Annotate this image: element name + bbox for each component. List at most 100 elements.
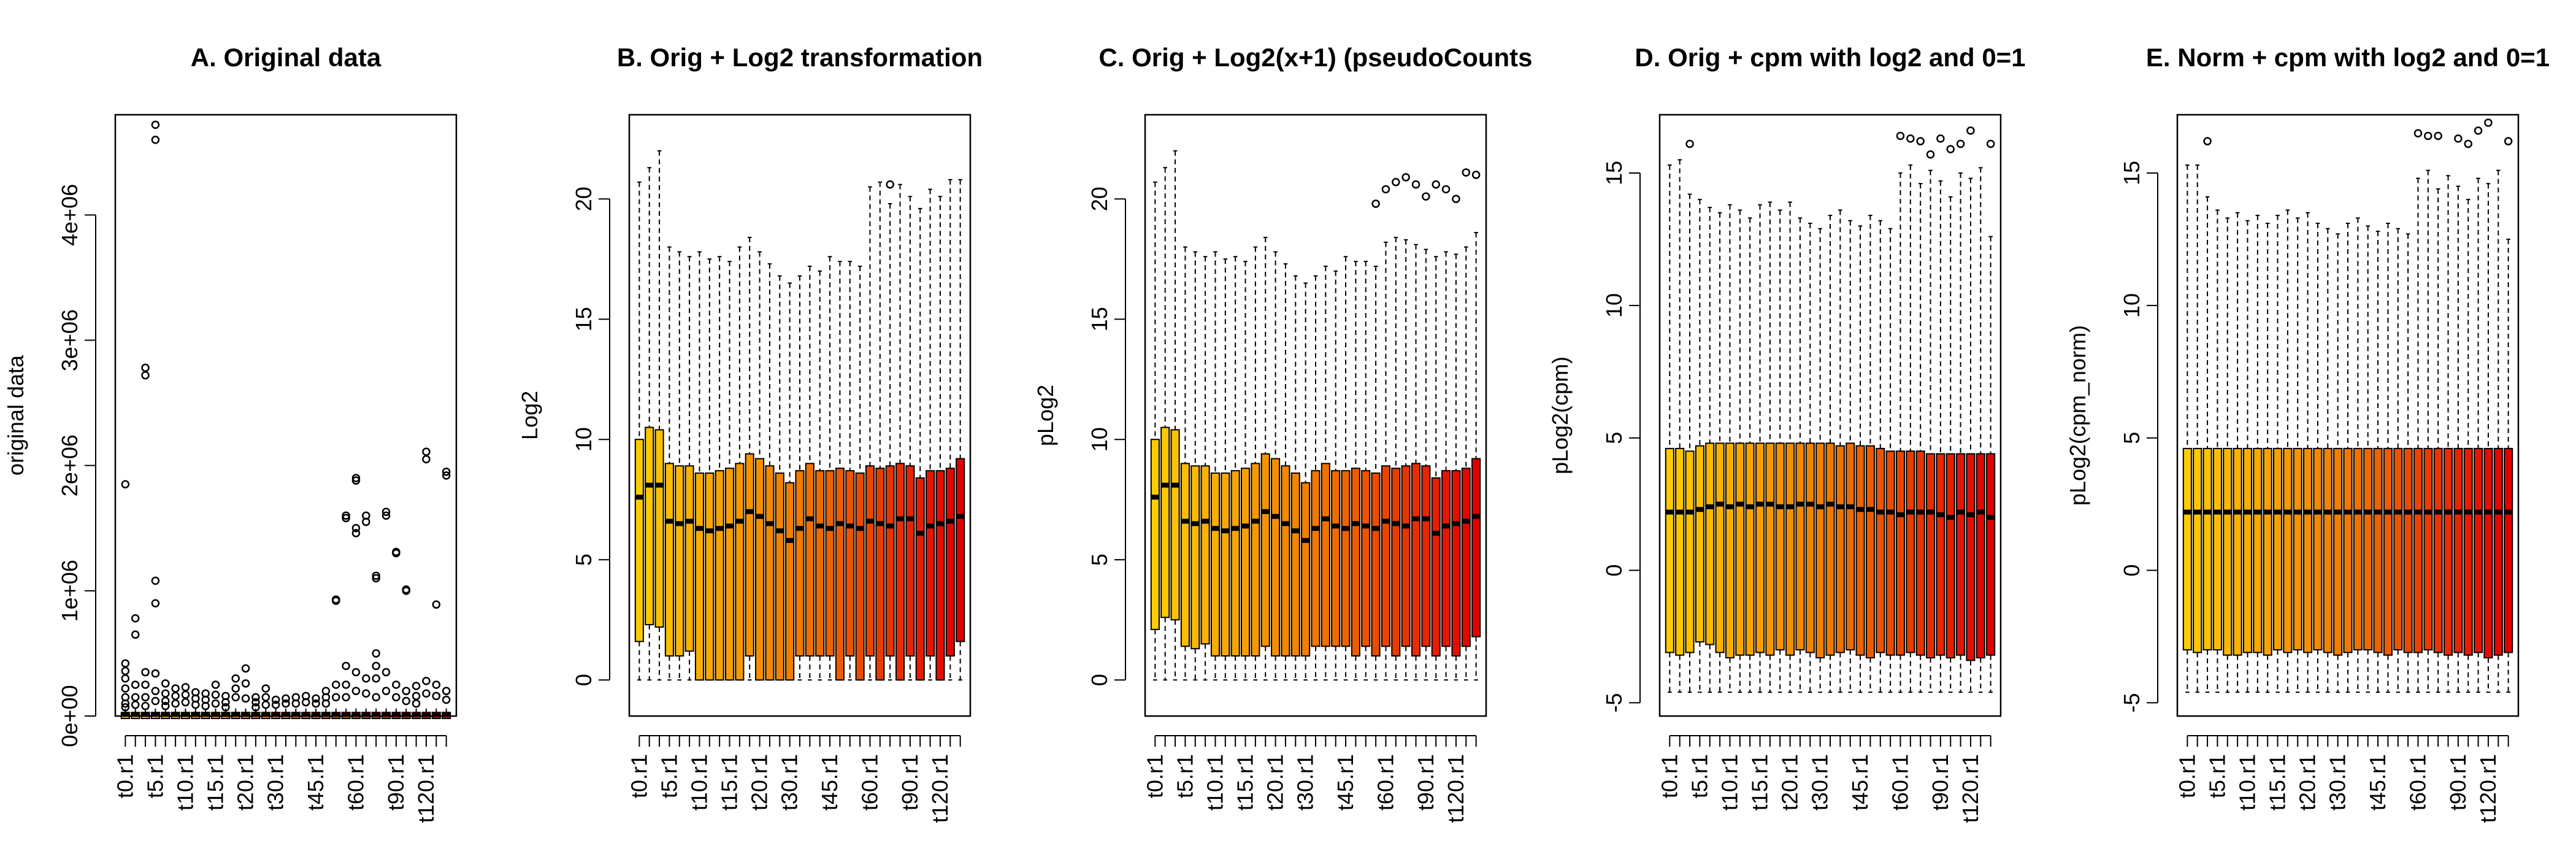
outlier-point [161, 689, 170, 698]
box-iqr [675, 465, 684, 657]
outlier-point [181, 698, 190, 707]
boxplot-box [1361, 261, 1371, 681]
boxplot-box [331, 708, 341, 719]
y-tick-label: 20 [571, 187, 596, 211]
boxplot-box [1695, 199, 1704, 693]
boxplot-box [915, 207, 925, 681]
outlier-point [211, 699, 220, 708]
outlier-point [351, 687, 361, 695]
plot-frame [114, 114, 458, 717]
box-iqr [2453, 447, 2463, 653]
outlier-point [342, 693, 350, 702]
outlier-point [332, 680, 340, 689]
box-iqr [2242, 447, 2253, 653]
box-iqr [1200, 465, 1210, 645]
y-tick-label: 4e+06 [57, 184, 82, 246]
y-tick-label: -5 [2119, 693, 2144, 712]
boxplot-box [1321, 265, 1330, 681]
box-iqr [2423, 447, 2433, 651]
boxplot-box [131, 708, 140, 719]
box-iqr [956, 458, 965, 642]
box-iqr [1956, 453, 1966, 656]
outlier-point [151, 687, 160, 695]
boxplot-box [1381, 241, 1391, 681]
outlier-point [2464, 139, 2472, 148]
boxplot-box [2423, 169, 2433, 693]
box-iqr [2272, 447, 2283, 651]
plot-frame [2176, 114, 2520, 717]
boxplot-box [735, 246, 745, 681]
boxplot-box [926, 188, 935, 681]
x-tick-label: t20.r1 [747, 754, 772, 811]
outlier-point [392, 693, 401, 702]
box-iqr [835, 468, 845, 681]
box-iqr [2283, 447, 2293, 653]
outlier-point [211, 690, 220, 699]
outlier-point [1381, 185, 1390, 194]
box-iqr [1461, 468, 1471, 647]
boxplot-box [654, 150, 664, 681]
x-tick-label: t30.r1 [2325, 754, 2350, 811]
x-tick-label: t120.r1 [1443, 754, 1468, 823]
outlier-point [241, 664, 250, 673]
box-iqr [845, 470, 855, 657]
box-iqr [2202, 447, 2212, 651]
outlier-point [1422, 192, 1430, 201]
outlier-point [1411, 180, 1420, 189]
outlier-point [131, 693, 140, 702]
outlier-point [442, 687, 451, 695]
boxplot-box [2493, 169, 2503, 693]
panel-title: A. Original data [191, 43, 381, 72]
boxplot-box [2212, 209, 2222, 693]
box-iqr [1260, 453, 1270, 647]
outlier-point [191, 700, 200, 709]
box-iqr [785, 482, 795, 681]
box-iqr [2193, 447, 2202, 653]
boxplot-box [875, 181, 885, 681]
boxplot-box [180, 708, 191, 719]
outlier-point [261, 700, 270, 709]
y-tick-label: 5 [1087, 553, 1112, 566]
box-iqr [1210, 472, 1221, 657]
boxplot-box [1251, 246, 1260, 681]
box-iqr [1351, 468, 1360, 657]
outlier-point [1966, 126, 1975, 135]
boxplot-box [935, 196, 945, 681]
outlier-point [121, 480, 130, 489]
box-iqr [1290, 472, 1300, 657]
boxplot-box [1936, 180, 1945, 693]
boxplot-box [401, 708, 411, 719]
box-iqr [1240, 468, 1251, 657]
outlier-point [241, 679, 250, 688]
y-tick-label: 5 [571, 553, 596, 566]
boxplot-box [645, 167, 654, 681]
boxplot-box [2263, 223, 2272, 693]
boxplot-box [705, 258, 715, 681]
box-iqr [1986, 453, 1996, 656]
box-iqr [1695, 445, 1704, 643]
outlier-point [2424, 131, 2432, 141]
boxplot-box [1200, 256, 1210, 681]
outlier-point [1916, 137, 1925, 145]
boxplot-box [1906, 164, 1915, 693]
box-iqr [724, 468, 735, 681]
boxplot-box [1685, 193, 1695, 693]
y-tick-label: 15 [571, 307, 596, 331]
boxplot-box [1945, 196, 1955, 693]
boxplot-box [1665, 164, 1674, 693]
outlier-point [121, 666, 130, 676]
box-iqr [1331, 470, 1341, 647]
boxplot-box [795, 275, 805, 681]
boxplot-box [835, 261, 845, 681]
outlier-point [141, 680, 150, 689]
y-tick-label: 10 [1087, 427, 1112, 452]
y-tick-label: 5 [1601, 432, 1627, 444]
outlier-point [141, 701, 150, 711]
box-iqr [1876, 447, 1885, 653]
outlier-point [432, 600, 441, 609]
boxplot-box [1825, 215, 1835, 693]
box-iqr [1835, 445, 1845, 653]
boxplot-box [1725, 204, 1735, 693]
x-tick-label: t60.r1 [857, 754, 882, 811]
box-iqr [1815, 442, 1825, 659]
